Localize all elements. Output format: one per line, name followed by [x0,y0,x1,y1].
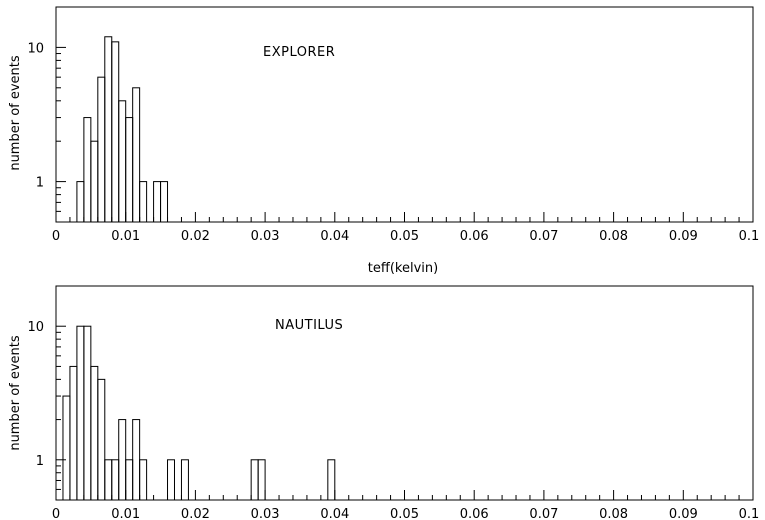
x-tick-label: 0.06 [460,507,489,520]
histogram-bars [62,325,336,501]
y-tick-label: 10 [27,41,44,56]
detector-label: NAUTILUS [275,318,343,333]
histogram-bin [180,459,189,501]
tick-marks [55,285,754,501]
histogram-bin [83,325,92,501]
x-tick-label: 0.03 [251,507,280,520]
histogram-bin [104,36,113,223]
x-tick-label: 0.1 [739,229,760,244]
x-tick-label: 0.04 [320,507,349,520]
histogram-bin [118,100,127,223]
histogram-bin [76,181,85,223]
x-tick-label: 0.08 [599,507,628,520]
histogram-bin [250,459,259,501]
x-tick-label: 0.09 [669,507,698,520]
x-tick-label: 0.01 [111,507,140,520]
histogram-bin [104,459,113,501]
x-tick-label: 0.06 [460,229,489,244]
x-tick-label: 0.1 [739,507,760,520]
histogram-bin [327,459,336,501]
x-tick-label: 0.05 [390,229,419,244]
histogram-bin [90,365,99,501]
histogram-bin [111,459,120,501]
histogram-bin [125,117,134,223]
x-tick-label: 0.09 [669,229,698,244]
x-tick-label: 0.02 [181,507,210,520]
histogram-bin [125,459,134,501]
y-tick-label: 10 [27,320,44,335]
histogram-bin [90,140,99,223]
x-tick-label: 0.07 [529,229,558,244]
histogram-bin [111,41,120,223]
histogram-bin [97,378,106,501]
histogram-bin [167,459,175,501]
x-tick-label: 0.07 [529,507,558,520]
explorer-panel: 0 0.01 0.02 0.03 0.04 0.05 0.06 0.07 0.08 0.09 0.1… [8,6,759,276]
y-tick-label: 1 [36,176,44,191]
tick-labels: 0 0.01 0.02 0.03 0.04 0.05 0.06 0.07 0.08 0.09 0.1… [27,320,759,520]
y-axis-label: number of events [8,335,23,451]
histogram-bars [76,36,169,223]
x-tick-label: 0.02 [181,229,210,244]
histogram-bin [132,419,141,501]
histogram-bin [69,365,78,501]
histogram-bin [83,117,92,223]
histogram-bin [118,419,127,501]
x-tick-label: 0.05 [390,507,419,520]
y-tick-label: 1 [36,454,44,469]
x-tick-label: 0.08 [599,229,628,244]
x-tick-label: 0.03 [251,229,280,244]
histogram-bin [97,76,106,223]
histogram-bin [139,459,148,501]
histogram-bin [160,181,169,223]
nautilus-panel: 0 0.01 0.02 0.03 0.04 0.05 0.06 0.07 0.08 0.09 0.1… [8,285,759,520]
x-tick-label: 0 [52,229,60,244]
histogram-bin [76,325,85,501]
histogram-bin [62,395,71,501]
detector-label: EXPLORER [263,45,335,60]
y-axis-label: number of events [8,55,23,171]
histogram-bin [139,181,148,223]
x-tick-label: 0.04 [320,229,349,244]
tick-labels: 0 0.01 0.02 0.03 0.04 0.05 0.06 0.07 0.08 0.09 0.1… [27,41,759,244]
x-tick-label: 0 [52,507,60,520]
histogram-bin [153,181,162,223]
plot-frame [55,285,754,501]
histogram-bin [257,459,266,501]
x-axis-label: teff(kelvin) [368,261,438,276]
histogram-bin [132,87,141,223]
x-tick-label: 0.01 [111,229,140,244]
